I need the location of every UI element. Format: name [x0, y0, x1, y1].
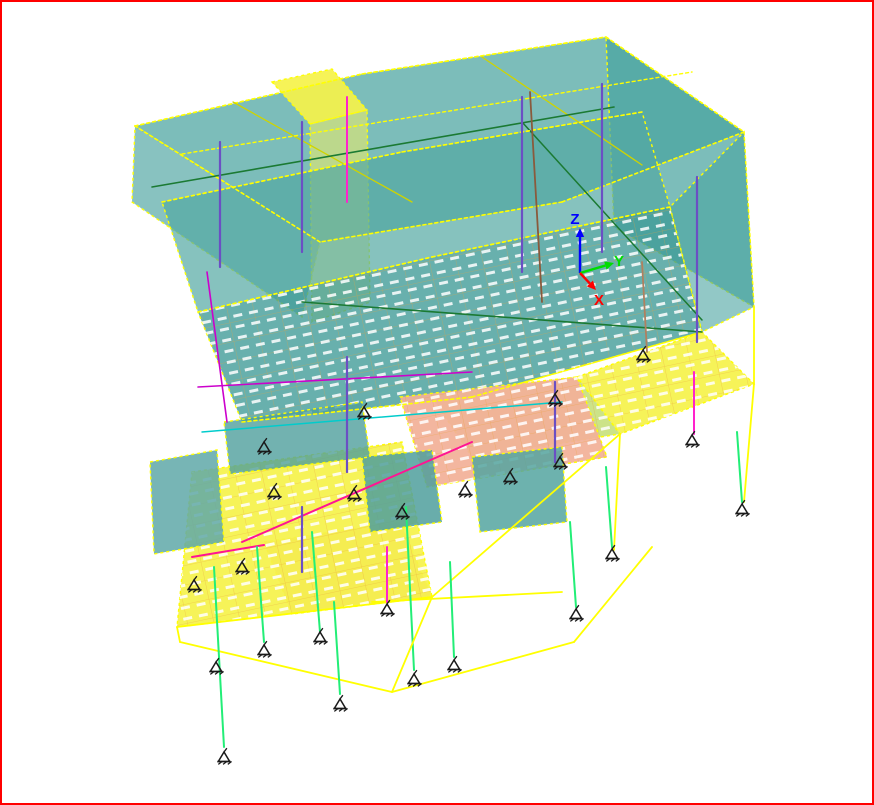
column-layer[interactable]	[176, 82, 755, 748]
beam-b-roof-in-1[interactable]	[232, 101, 413, 203]
axis-y: Y	[579, 253, 624, 275]
support-sup-7[interactable]	[446, 655, 463, 674]
support-sup-1[interactable]	[216, 747, 233, 766]
beam-b-l2-edge-3[interactable]	[197, 256, 433, 313]
column-col-g2[interactable]	[256, 546, 265, 643]
support-sup-4[interactable]	[256, 640, 273, 659]
axis-triad-layer: Z Y X	[570, 211, 624, 309]
beam-b-l1-edge-2[interactable]	[431, 433, 621, 598]
column-col-g7[interactable]	[569, 521, 577, 608]
beam-b-l1-edge-1[interactable]	[176, 596, 433, 628]
beam-b-l2-diag-2[interactable]	[206, 271, 228, 423]
column-col-g4[interactable]	[333, 601, 341, 695]
slab-l1-teal-wall-right[interactable]	[471, 446, 568, 533]
support-sup-5[interactable]	[312, 627, 329, 646]
axis-shaft-x	[579, 272, 591, 285]
beam-b-l2-edge-6[interactable]	[471, 331, 703, 398]
axis-label-x: X	[594, 292, 604, 309]
axis-arrowhead-y	[604, 261, 614, 270]
slab-face	[471, 446, 568, 533]
beam-b-roof-edge-2[interactable]	[361, 36, 607, 75]
beam-b-roof-edge-4[interactable]	[561, 131, 745, 203]
slab-l2-main[interactable]	[197, 206, 703, 423]
axis-arrowhead-x	[586, 280, 596, 290]
slab-layer[interactable]	[131, 35, 756, 628]
slab-face	[149, 449, 225, 555]
beam-b-roof-in-3[interactable]	[181, 71, 693, 155]
column-col-g6[interactable]	[449, 561, 455, 658]
column-col-y1[interactable]	[613, 433, 621, 551]
beam-layer[interactable]	[134, 36, 745, 693]
slab-face	[361, 449, 443, 533]
beam-b-l2-edge-5[interactable]	[241, 396, 473, 423]
column-col-g3[interactable]	[311, 531, 321, 633]
beam-b-gnd-edge-3[interactable]	[573, 546, 653, 643]
column-col-y4[interactable]	[391, 596, 433, 693]
beam-b-l2-edge-1[interactable]	[161, 151, 403, 203]
beam-b-roof-in-5[interactable]	[521, 121, 703, 321]
beam-b-roof-edge-6[interactable]	[134, 125, 321, 243]
axis-arrowhead-z	[575, 228, 585, 237]
beam-b-l2-diag-3[interactable]	[197, 371, 473, 388]
support-sup-2[interactable]	[332, 694, 349, 713]
support-sup-9[interactable]	[604, 544, 621, 563]
support-sup-3[interactable]	[208, 657, 225, 676]
beam-b-l1-magenta-2[interactable]	[191, 544, 265, 558]
beam-b-gnd-edge-4[interactable]	[371, 591, 563, 603]
beam-b-roof-edge-5[interactable]	[319, 201, 563, 243]
column-col-g8[interactable]	[605, 466, 613, 548]
beam-b-gnd-edge-1[interactable]	[179, 641, 393, 693]
column-col-br2[interactable]	[641, 261, 648, 353]
axis-shaft-y	[579, 264, 606, 275]
slab-l1-teal-balcony[interactable]	[149, 449, 225, 555]
column-col-g1[interactable]	[213, 566, 225, 748]
column-col-y5[interactable]	[176, 626, 181, 643]
column-col-br1[interactable]	[529, 91, 543, 303]
support-sup-6[interactable]	[406, 669, 423, 688]
slab-span-hatch	[577, 332, 754, 434]
beam-b-l2-diag-4[interactable]	[201, 401, 563, 433]
slab-l2-back[interactable]	[161, 111, 671, 313]
beam-b-roof-edge-3[interactable]	[605, 36, 745, 133]
slab-span-hatch	[198, 207, 702, 422]
beam-b-l2-diag-1[interactable]	[301, 301, 703, 333]
support-sup-14[interactable]	[457, 480, 474, 499]
slab-l1-teal-wall-mid[interactable]	[361, 449, 443, 533]
axis-x: X	[579, 272, 604, 309]
slab-face	[161, 111, 671, 313]
support-sup-11[interactable]	[684, 430, 701, 449]
beam-b-l1-magenta[interactable]	[241, 441, 473, 543]
beam-b-roof-in-4[interactable]	[151, 106, 615, 188]
beam-b-gnd-edge-2[interactable]	[391, 641, 575, 693]
support-sup-8[interactable]	[568, 604, 585, 623]
beam-b-l2-edge-4[interactable]	[431, 206, 671, 258]
axis-label-z: Z	[570, 211, 579, 228]
support-sup-10[interactable]	[734, 499, 751, 518]
column-col-g9[interactable]	[736, 431, 743, 503]
axis-label-y: Y	[614, 253, 624, 270]
beam-b-roof-in-2[interactable]	[481, 56, 643, 166]
axis-z: Z	[570, 211, 585, 273]
beam-b-roof-edge-1[interactable]	[134, 73, 363, 127]
column-col-y3[interactable]	[743, 383, 755, 503]
